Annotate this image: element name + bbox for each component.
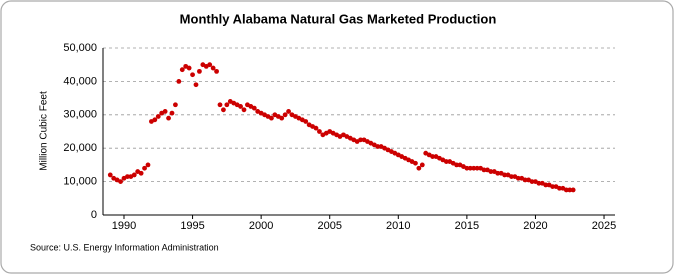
- data-point: [241, 107, 247, 113]
- data-point: [217, 102, 223, 108]
- data-point: [481, 167, 487, 173]
- data-point: [529, 179, 535, 185]
- x-tick-label: 1990: [112, 220, 136, 232]
- data-point: [169, 110, 175, 116]
- data-point: [567, 187, 573, 193]
- data-point: [142, 165, 147, 171]
- data-point: [358, 137, 363, 143]
- data-point: [488, 169, 494, 174]
- data-point: [162, 109, 168, 114]
- data-point: [207, 62, 213, 68]
- y-tick-label: 30,000: [63, 109, 97, 121]
- data-point: [443, 159, 449, 164]
- data-point: [118, 179, 123, 185]
- data-point: [430, 154, 435, 159]
- data-point: [107, 172, 113, 178]
- data-point: [509, 174, 514, 179]
- x-tick-label: 1995: [180, 220, 204, 232]
- data-point: [515, 175, 521, 181]
- data-point: [176, 79, 182, 84]
- data-point: [550, 184, 555, 190]
- data-point: [155, 114, 161, 119]
- x-tick-label: 2010: [386, 220, 410, 232]
- data-point: [474, 165, 480, 171]
- data-point: [317, 129, 322, 134]
- data-point: [197, 68, 202, 74]
- data-point: [286, 109, 291, 114]
- data-point: [375, 144, 381, 149]
- data-point: [138, 170, 144, 176]
- y-tick-label: 40,000: [63, 75, 97, 87]
- x-tick-label: 2025: [592, 220, 616, 232]
- data-point: [145, 162, 151, 168]
- data-point: [166, 115, 171, 121]
- y-tick-label: 20,000: [63, 142, 97, 154]
- data-point: [279, 115, 285, 121]
- data-point: [221, 107, 226, 113]
- data-point: [502, 172, 507, 178]
- data-point: [495, 170, 501, 176]
- data-point: [238, 104, 243, 109]
- source-note: Source: U.S. Energy Information Administ…: [30, 242, 219, 252]
- data-point: [413, 160, 418, 166]
- data-point: [570, 187, 576, 193]
- y-tick-label: 50,000: [63, 42, 97, 54]
- data-point: [543, 182, 549, 188]
- data-point: [282, 112, 288, 118]
- data-point: [224, 102, 230, 108]
- data-point: [467, 165, 473, 171]
- x-tick-label: 2020: [523, 220, 547, 232]
- x-tick-label: 2000: [249, 220, 273, 232]
- data-point: [563, 187, 569, 193]
- data-point: [210, 65, 216, 71]
- data-point: [522, 177, 528, 183]
- chart-title: Monthly Alabama Natural Gas Marketed Pro…: [180, 11, 497, 26]
- data-point: [193, 82, 199, 88]
- data-point: [251, 105, 257, 111]
- data-point: [557, 185, 562, 191]
- x-tick-label: 2015: [455, 220, 479, 232]
- data-point: [464, 165, 470, 171]
- data-point: [131, 172, 137, 178]
- data-point: [419, 162, 425, 168]
- data-point: [179, 67, 185, 73]
- data-point: [190, 72, 195, 78]
- y-tick-label: 0: [91, 209, 97, 221]
- data-point: [313, 125, 319, 131]
- x-tick-label: 2005: [317, 220, 341, 232]
- y-tick-label: 10,000: [63, 176, 97, 188]
- data-point: [536, 180, 542, 186]
- data-point: [214, 68, 219, 74]
- data-point: [471, 165, 477, 171]
- data-point: [152, 117, 158, 123]
- data-point: [303, 119, 309, 124]
- data-point: [125, 174, 130, 179]
- data-point: [186, 65, 192, 71]
- data-point: [173, 102, 178, 108]
- data-point: [416, 165, 422, 171]
- data-point: [454, 162, 459, 168]
- y-axis-label: Million Cubic Feet: [39, 91, 50, 171]
- data-point: [269, 115, 274, 121]
